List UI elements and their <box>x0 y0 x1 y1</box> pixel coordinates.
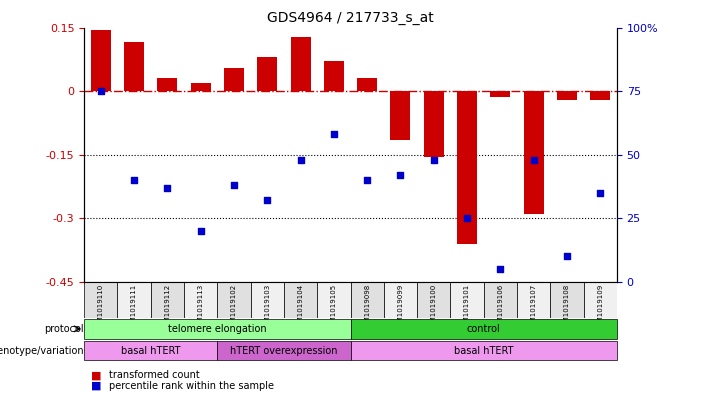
FancyBboxPatch shape <box>417 282 450 318</box>
FancyBboxPatch shape <box>350 341 617 360</box>
Point <box>261 197 273 204</box>
FancyBboxPatch shape <box>450 282 484 318</box>
Point <box>562 253 573 259</box>
Point <box>229 182 240 188</box>
Bar <box>457 91 477 244</box>
FancyBboxPatch shape <box>217 341 350 360</box>
FancyBboxPatch shape <box>317 282 350 318</box>
FancyBboxPatch shape <box>517 282 550 318</box>
Bar <box>157 78 177 91</box>
Bar <box>257 57 278 91</box>
Text: GSM1019100: GSM1019100 <box>430 283 437 331</box>
Text: GSM1019107: GSM1019107 <box>531 283 537 331</box>
FancyBboxPatch shape <box>484 282 517 318</box>
Text: basal hTERT: basal hTERT <box>454 346 513 356</box>
Point <box>428 156 440 163</box>
FancyBboxPatch shape <box>184 282 217 318</box>
Text: control: control <box>467 324 501 334</box>
Text: GSM1019099: GSM1019099 <box>397 283 404 331</box>
Text: hTERT overexpression: hTERT overexpression <box>230 346 338 356</box>
Point <box>528 156 539 163</box>
FancyBboxPatch shape <box>84 341 217 360</box>
Text: telomere elongation: telomere elongation <box>168 324 266 334</box>
Point <box>128 177 139 183</box>
Text: GSM1019109: GSM1019109 <box>597 283 604 331</box>
FancyBboxPatch shape <box>84 319 350 339</box>
FancyBboxPatch shape <box>350 319 617 339</box>
FancyBboxPatch shape <box>151 282 184 318</box>
Bar <box>124 42 144 91</box>
Text: GSM1019106: GSM1019106 <box>497 283 503 331</box>
Text: GSM1019101: GSM1019101 <box>464 283 470 331</box>
Text: GSM1019112: GSM1019112 <box>164 283 170 331</box>
Bar <box>90 31 111 91</box>
FancyBboxPatch shape <box>251 282 284 318</box>
Text: GSM1019108: GSM1019108 <box>564 283 570 331</box>
Text: GSM1019110: GSM1019110 <box>97 283 104 331</box>
Text: ■: ■ <box>91 381 102 391</box>
Bar <box>324 61 343 91</box>
FancyBboxPatch shape <box>350 282 384 318</box>
Point <box>295 156 306 163</box>
Text: transformed count: transformed count <box>109 370 199 380</box>
FancyBboxPatch shape <box>583 282 617 318</box>
Point <box>495 266 506 272</box>
FancyBboxPatch shape <box>384 282 417 318</box>
Point <box>395 172 406 178</box>
Point <box>195 228 206 234</box>
Bar <box>357 78 377 91</box>
Text: GSM1019098: GSM1019098 <box>364 283 370 331</box>
Text: basal hTERT: basal hTERT <box>121 346 180 356</box>
Text: GSM1019104: GSM1019104 <box>297 283 304 331</box>
Bar <box>490 91 510 97</box>
FancyBboxPatch shape <box>84 282 117 318</box>
Text: ■: ■ <box>91 370 102 380</box>
Bar <box>390 91 411 140</box>
Text: protocol: protocol <box>44 324 84 334</box>
Bar <box>423 91 444 157</box>
Point <box>328 131 339 138</box>
Text: GSM1019102: GSM1019102 <box>231 283 237 331</box>
FancyBboxPatch shape <box>284 282 317 318</box>
FancyBboxPatch shape <box>117 282 151 318</box>
Bar <box>191 83 210 91</box>
FancyBboxPatch shape <box>550 282 583 318</box>
Point <box>162 184 173 191</box>
Bar <box>224 68 244 91</box>
Text: GSM1019113: GSM1019113 <box>198 283 204 331</box>
Title: GDS4964 / 217733_s_at: GDS4964 / 217733_s_at <box>267 11 434 25</box>
Bar <box>290 37 311 91</box>
Text: genotype/variation: genotype/variation <box>0 346 84 356</box>
Point <box>461 215 472 221</box>
Bar <box>557 91 577 99</box>
Text: GSM1019103: GSM1019103 <box>264 283 271 331</box>
Bar <box>524 91 543 214</box>
Text: percentile rank within the sample: percentile rank within the sample <box>109 381 273 391</box>
Bar <box>590 91 610 99</box>
Point <box>362 177 373 183</box>
Point <box>95 88 107 94</box>
Text: GSM1019105: GSM1019105 <box>331 283 337 331</box>
FancyBboxPatch shape <box>217 282 251 318</box>
Point <box>594 189 606 196</box>
Text: GSM1019111: GSM1019111 <box>131 283 137 331</box>
